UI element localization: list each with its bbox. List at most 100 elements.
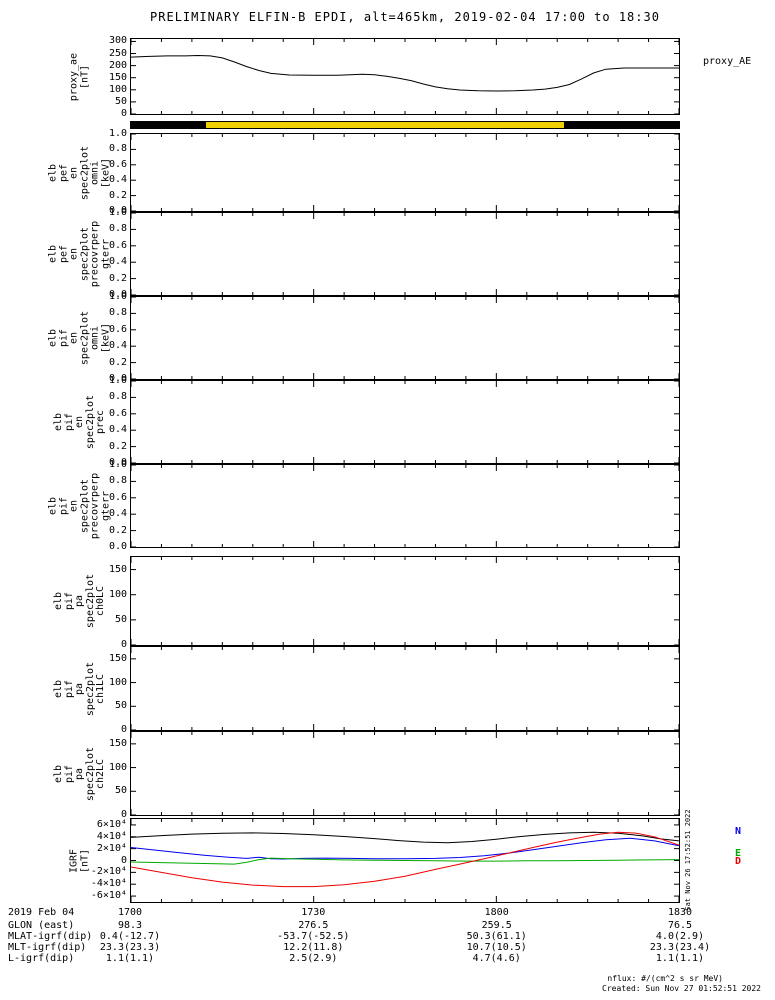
y-tick-label: 100 xyxy=(108,676,127,688)
panel-canvas-proxy-ae xyxy=(131,39,679,114)
y-tick-label: 0.0 xyxy=(108,205,127,216)
y-tick-label: 100 xyxy=(108,83,127,95)
y-tick-label: 0.0 xyxy=(108,289,127,300)
table-value: 10.7(10.5) xyxy=(466,942,527,953)
panel-pif-en-omni xyxy=(130,296,680,380)
y-tick-label: 150 xyxy=(108,737,127,749)
y-tick-label: 0.8 xyxy=(108,307,127,319)
y-tick-label: -2×10⁴ xyxy=(90,866,127,878)
y-tick-label: 0.6 xyxy=(108,239,127,251)
panel-canvas-pif-pa-ch1lc xyxy=(131,647,679,730)
proxy-ae-right-label: proxy_AE xyxy=(703,56,752,67)
table-value: 23.3(23.4) xyxy=(649,942,711,953)
y-axis-label-text: elb pif pa spec2plot ch0LC xyxy=(52,573,106,629)
table-value: 1800 xyxy=(484,907,509,918)
y-tick-label: 300 xyxy=(108,35,127,47)
y-tick-label: 0.0 xyxy=(108,373,127,384)
nflux-units-note: nflux: #/(cm^2 s sr MeV) xyxy=(607,974,723,983)
y-tick-label: 0 xyxy=(120,854,127,866)
series-Be xyxy=(131,857,679,865)
y-tick-label: 0.8 xyxy=(108,391,127,403)
table-value: 4.7(4.6) xyxy=(472,953,521,964)
table-value: 4.0(2.9) xyxy=(655,931,705,942)
table-row-label: 2019 Feb 04 xyxy=(8,907,75,918)
y-tick-label: 0.2 xyxy=(108,524,127,536)
y-axis-label-text: proxy_ae [nT] xyxy=(68,52,91,101)
y-tick-label: 50 xyxy=(114,95,127,107)
panel-canvas-pef-en-omni xyxy=(131,134,679,211)
y-tick-label: 1.0 xyxy=(108,291,127,302)
y-tick-label: 0.8 xyxy=(108,223,127,235)
y-tick-label: 6×10⁴ xyxy=(96,818,127,830)
series-proxy_AE xyxy=(131,54,679,92)
y-tick-label: 0.8 xyxy=(108,475,127,487)
y-axis-label-text: IGRF [nT] xyxy=(68,848,91,873)
table-row-label: MLAT-igrf(dip) xyxy=(8,931,93,942)
y-tick-label: 0.4 xyxy=(108,256,127,268)
series-Bn xyxy=(131,837,679,860)
y-tick-label: 50 xyxy=(114,785,127,797)
orbit-segment-bar xyxy=(130,121,680,129)
table-value: 0.4(-12.7) xyxy=(99,931,161,942)
table-value: 1.1(1.1) xyxy=(655,953,705,964)
y-axis-label-text: elb pef en spec2plot precovrperp gterr xyxy=(47,220,112,288)
y-tick-label: 0 xyxy=(120,108,127,119)
panel-pif-pa-ch1lc xyxy=(130,646,680,731)
panel-pif-en-precovrperp-gterr xyxy=(130,464,680,548)
y-tick-label: 0 xyxy=(120,724,127,735)
series-Btotal xyxy=(131,831,679,844)
y-tick-label: 0.2 xyxy=(108,272,127,284)
panel-canvas-pif-pa-ch2lc xyxy=(131,732,679,815)
igrf-legend-e: E xyxy=(735,848,742,859)
y-tick-label: 0 xyxy=(120,639,127,650)
orbit-bar-segment xyxy=(564,122,679,128)
orbit-bar-segment xyxy=(131,122,207,128)
y-tick-label: 0.4 xyxy=(108,508,127,520)
y-tick-label: 0.2 xyxy=(108,356,127,368)
y-axis-label-text: elb pif en spec2plot omni [keV] xyxy=(47,310,112,366)
y-tick-label: 0.8 xyxy=(108,143,127,155)
panel-canvas-pif-en-precovrperp-gterr xyxy=(131,465,679,547)
y-tick-label: 2×10⁴ xyxy=(96,842,127,854)
y-tick-label: 100 xyxy=(108,761,127,773)
table-row-label: GLON (east) xyxy=(8,920,75,931)
panel-pif-pa-ch2lc xyxy=(130,731,680,816)
panel-canvas-igrf xyxy=(131,819,679,902)
igrf-legend-n: N xyxy=(735,826,742,837)
y-tick-label: 150 xyxy=(108,563,127,575)
table-value: 76.5 xyxy=(667,920,693,931)
table-value: 1830 xyxy=(667,907,693,918)
y-tick-label: 0.6 xyxy=(108,323,127,335)
y-tick-label: 0.2 xyxy=(108,440,127,452)
y-tick-label: -4×10⁴ xyxy=(90,878,127,890)
table-value: 98.3 xyxy=(117,920,143,931)
y-tick-label: 1.0 xyxy=(108,375,127,386)
table-value: 2.5(2.9) xyxy=(289,953,338,964)
table-value: 12.2(11.8) xyxy=(283,942,344,953)
panel-canvas-pef-en-precovrperp-gterr xyxy=(131,213,679,295)
y-axis-label-text: elb pif pa spec2plot ch2LC xyxy=(52,746,106,801)
table-row-label: L-igrf(dip) xyxy=(8,953,75,964)
y-tick-label: 0.6 xyxy=(108,407,127,419)
y-tick-label: 50 xyxy=(114,700,127,712)
y-tick-label: 0.2 xyxy=(108,189,127,201)
igrf-legend-d: D xyxy=(735,856,742,867)
y-tick-label: 0.4 xyxy=(108,340,127,352)
panel-igrf xyxy=(130,818,680,903)
y-tick-label: 1.0 xyxy=(108,459,127,470)
panel-canvas-pif-pa-ch0lc xyxy=(131,557,679,645)
y-tick-label: 0.6 xyxy=(108,158,127,170)
orbit-bar-segment xyxy=(206,122,565,128)
panel-pef-en-omni xyxy=(130,133,680,212)
panel-proxy-ae xyxy=(130,38,680,115)
table-row-label: MLT-igrf(dip) xyxy=(8,942,87,953)
y-tick-label: 0.4 xyxy=(108,424,127,436)
y-tick-label: 50 xyxy=(114,613,127,625)
table-value: 50.3(61.1) xyxy=(466,931,527,942)
y-tick-label: 1.0 xyxy=(108,207,127,218)
plot-title: PRELIMINARY ELFIN-B EPDI, alt=465km, 201… xyxy=(150,10,660,24)
y-tick-label: 4×10⁴ xyxy=(96,830,127,842)
table-value: 259.5 xyxy=(481,920,512,931)
y-axis-label-text: elb pif pa spec2plot ch1LC xyxy=(52,661,106,716)
